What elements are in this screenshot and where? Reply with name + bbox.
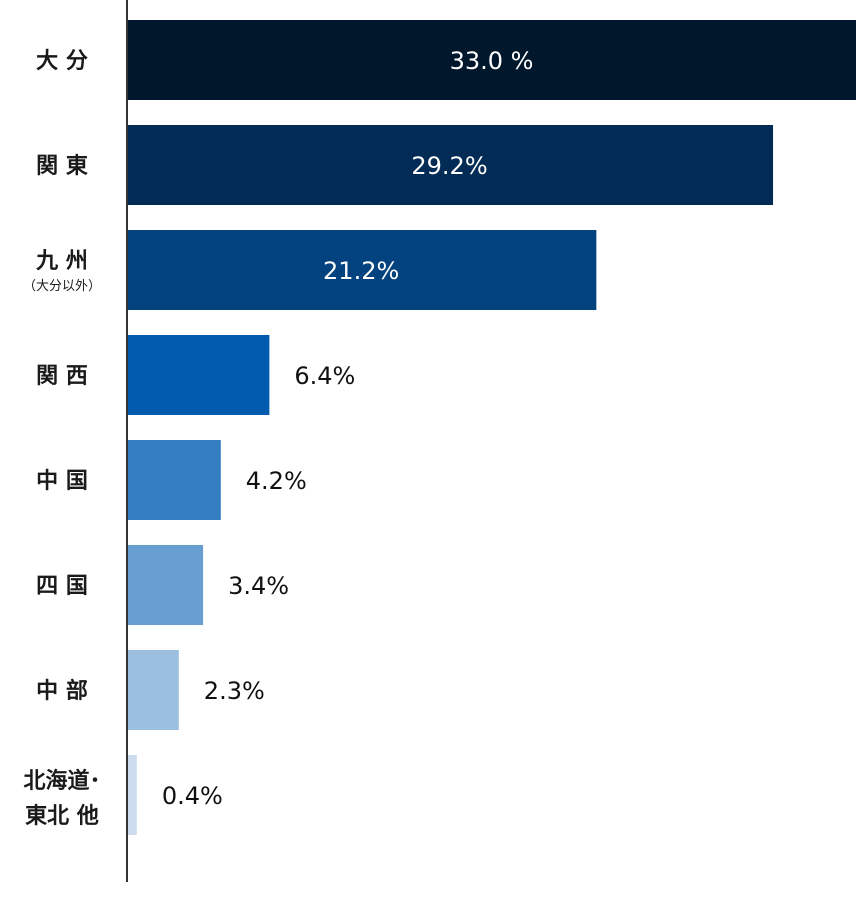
value-labels-group: 33.0 % 29.2% 21.2% 6.4% 4.2% 3.4% 2.3% 0.4%: [162, 47, 534, 810]
category-label-8-line-1: 北海道･: [23, 768, 100, 794]
bar-3: [128, 230, 597, 310]
category-label-8-line-2: 東北 他: [25, 804, 99, 829]
bar-2: [128, 125, 774, 205]
value-label-4: 6.4%: [294, 362, 355, 390]
category-sublabel-3: （大分以外）: [23, 279, 101, 294]
category-label-1: 大 分: [36, 49, 88, 74]
category-label-3: 九 州: [35, 249, 88, 274]
value-label-2: 29.2%: [411, 152, 487, 180]
bar-5: [128, 440, 221, 520]
category-label-2: 関 東: [36, 154, 88, 179]
bar-1: [128, 20, 856, 100]
category-label-4: 関 西: [36, 364, 88, 389]
category-label-7: 中 部: [36, 678, 88, 704]
value-label-8: 0.4%: [162, 782, 223, 810]
value-label-7: 2.3%: [204, 677, 265, 705]
value-label-5: 4.2%: [246, 467, 307, 495]
category-label-5: 中 国: [36, 469, 88, 494]
value-label-3: 21.2%: [323, 257, 399, 285]
bar-8: [128, 755, 137, 835]
value-label-6: 3.4%: [228, 572, 289, 600]
value-label-1: 33.0 %: [450, 47, 534, 75]
bar-4: [128, 335, 270, 415]
bar-7: [128, 650, 179, 730]
bars-group: [128, 20, 856, 835]
bar-6: [128, 545, 204, 625]
category-label-6: 四 国: [36, 574, 88, 599]
